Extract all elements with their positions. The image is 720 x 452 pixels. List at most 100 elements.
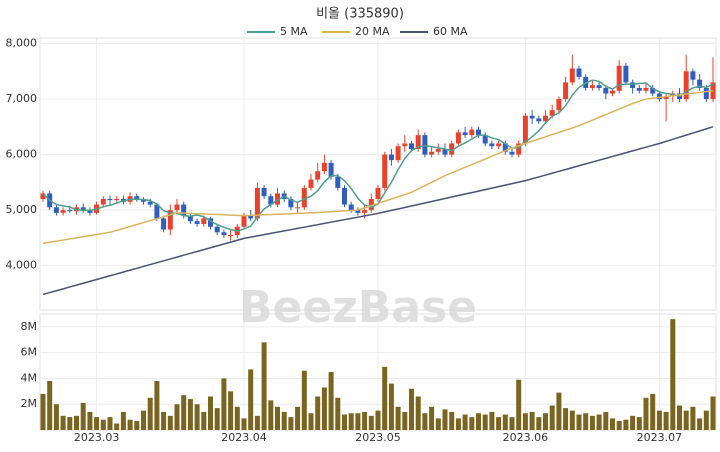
x-tick-label: 2023.05 xyxy=(355,431,401,444)
candle-body xyxy=(636,87,642,91)
volume-bar xyxy=(710,396,716,430)
volume-bar xyxy=(583,413,589,430)
candle-body xyxy=(375,187,381,199)
volume-bar xyxy=(395,406,401,430)
candle-body xyxy=(100,198,106,205)
volume-bar xyxy=(94,417,100,430)
volume-bar xyxy=(650,393,656,430)
volume-bar xyxy=(268,400,274,430)
volume-bar xyxy=(442,409,448,430)
volume-bar xyxy=(107,417,113,430)
candle-body xyxy=(596,85,602,88)
candle-body xyxy=(623,65,629,83)
candle-body xyxy=(40,193,46,199)
volume-bar xyxy=(529,411,535,430)
candle-body xyxy=(301,187,307,208)
candle-body xyxy=(690,71,696,80)
volume-bar xyxy=(167,415,173,430)
y-tick-label: 8,000 xyxy=(6,37,38,50)
candle-body xyxy=(87,210,93,213)
candle-body xyxy=(60,210,66,213)
candle-body xyxy=(703,87,709,100)
candle-body xyxy=(509,151,515,155)
volume-bar xyxy=(469,417,475,430)
volume-bar xyxy=(187,399,193,430)
volume-bar xyxy=(275,406,280,430)
volume-bar xyxy=(53,404,59,430)
candle-body xyxy=(522,115,528,144)
volume-bar xyxy=(496,417,502,430)
candle-body xyxy=(228,235,234,237)
candle-body xyxy=(469,129,475,136)
volume-bar xyxy=(254,415,260,430)
candle-body xyxy=(630,82,636,88)
candle-body xyxy=(382,154,388,188)
candle-body xyxy=(295,207,301,209)
y-tick-label: 4M xyxy=(21,371,38,384)
candle-body xyxy=(355,210,361,213)
volume-bar xyxy=(241,418,247,430)
ma-line xyxy=(42,126,714,296)
volume-bar xyxy=(603,411,609,430)
volume-bar xyxy=(596,414,602,430)
volume-bar xyxy=(147,397,153,430)
chart-title: 비올 (335890) xyxy=(316,7,404,22)
volume-bar xyxy=(556,392,562,430)
candle-body xyxy=(502,143,508,152)
legend-label: 20 MA xyxy=(355,25,390,38)
volume-bar xyxy=(120,411,126,430)
candle-body xyxy=(362,210,368,213)
volume-bar xyxy=(536,417,542,430)
volume-bar xyxy=(375,410,381,430)
legend-label: 5 MA xyxy=(280,25,308,38)
watermark: BeezBase xyxy=(239,282,477,333)
candle-body xyxy=(308,179,314,188)
y-tick-label: 7,000 xyxy=(6,92,38,105)
candle-body xyxy=(134,196,140,199)
candle-body xyxy=(275,193,280,205)
volume-bar xyxy=(522,413,528,430)
candle-body xyxy=(476,129,481,136)
volume-bar xyxy=(455,418,461,430)
candle-body xyxy=(489,143,495,147)
volume-bar xyxy=(181,395,187,430)
candle-body xyxy=(161,218,167,230)
candle-body xyxy=(643,87,649,91)
volume-bar xyxy=(636,417,642,430)
volume-bar xyxy=(221,378,227,430)
x-tick-label: 2023.06 xyxy=(503,431,549,444)
candle-body xyxy=(496,143,502,147)
candle-body xyxy=(201,218,207,224)
candle-body xyxy=(455,132,461,144)
candle-body xyxy=(589,85,595,88)
candle-body xyxy=(435,149,441,152)
volume-bar xyxy=(502,414,508,430)
candle-body xyxy=(429,151,435,155)
candle-body xyxy=(254,187,260,219)
volume-bar xyxy=(623,419,629,430)
volume-bar xyxy=(509,417,515,430)
volume-bar xyxy=(355,413,361,430)
volume-bar xyxy=(141,410,146,430)
volume-bar xyxy=(516,379,522,430)
volume-bar xyxy=(388,383,394,430)
volume-bar xyxy=(616,420,622,430)
candle-body xyxy=(368,198,374,211)
volume-bar xyxy=(576,414,582,430)
candle-body xyxy=(462,132,468,136)
volume-bar xyxy=(194,404,200,430)
candle-body xyxy=(683,71,689,100)
volume-bar xyxy=(47,381,53,430)
volume-bar xyxy=(261,342,267,430)
candle-body xyxy=(516,143,522,155)
candle-body xyxy=(141,198,146,202)
volume-bar xyxy=(482,414,488,430)
volume-bar xyxy=(234,406,240,430)
candle-body xyxy=(67,210,73,212)
candle-body xyxy=(107,198,113,201)
candle-body xyxy=(181,204,187,216)
volume-bar xyxy=(134,420,140,430)
candle-body xyxy=(288,198,294,208)
candle-body xyxy=(321,162,327,172)
